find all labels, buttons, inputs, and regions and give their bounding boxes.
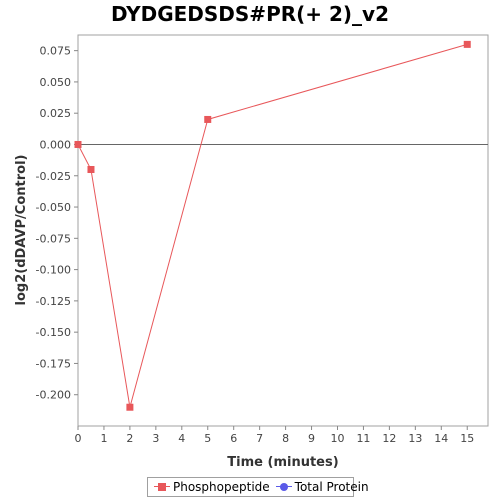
data-point xyxy=(87,166,95,174)
y-tick-label: -0.200 xyxy=(36,389,71,402)
y-tick-label: -0.075 xyxy=(36,232,71,245)
y-tick-label: -0.050 xyxy=(36,201,71,214)
x-axis-label: Time (minutes) xyxy=(227,455,338,470)
x-tick-label: 0 xyxy=(75,432,82,445)
x-tick-label: 12 xyxy=(382,432,396,445)
data-point xyxy=(126,403,134,411)
x-tick-label: 4 xyxy=(178,432,185,445)
x-tick-label: 9 xyxy=(308,432,315,445)
x-tick-label: 14 xyxy=(434,432,448,445)
legend: Phosphopeptide Total Protein xyxy=(147,477,369,497)
x-tick-label: 13 xyxy=(408,432,422,445)
x-tick-label: 5 xyxy=(204,432,211,445)
data-point xyxy=(74,140,82,148)
x-tick-label: 11 xyxy=(356,432,370,445)
y-tick-label: 0.050 xyxy=(40,76,72,89)
legend-item-total-protein: Total Protein xyxy=(275,480,369,494)
chart-title: DYDGEDSDS#PR(+ 2)_v2 xyxy=(110,2,389,26)
x-tick-label: 3 xyxy=(152,432,159,445)
plot-area xyxy=(77,34,489,427)
y-tick-label: -0.025 xyxy=(36,170,71,183)
y-tick-label: -0.125 xyxy=(36,295,71,308)
x-tick-label: 15 xyxy=(460,432,474,445)
circle-marker-icon xyxy=(275,482,292,492)
legend-item-phosphopeptide: Phosphopeptide xyxy=(154,480,270,494)
y-axis-label: log2(dDAVP/Control) xyxy=(14,155,29,306)
legend-label-phosphopeptide: Phosphopeptide xyxy=(173,480,270,494)
square-marker-icon xyxy=(154,482,170,492)
y-tick-label: -0.150 xyxy=(36,326,71,339)
x-tick-label: 2 xyxy=(126,432,133,445)
x-tick-label: 10 xyxy=(330,432,344,445)
x-tick-label: 8 xyxy=(282,432,289,445)
legend-label-total-protein: Total Protein xyxy=(294,480,369,494)
y-tick-label: 0.075 xyxy=(40,45,72,58)
x-tick-label: 7 xyxy=(256,432,263,445)
y-tick-label: 0.000 xyxy=(40,138,72,151)
y-tick-label: 0.025 xyxy=(40,107,72,120)
data-point xyxy=(463,40,471,48)
x-tick-label: 6 xyxy=(230,432,237,445)
y-tick-label: -0.175 xyxy=(36,357,71,370)
x-tick-label: 1 xyxy=(100,432,107,445)
y-tick-label: -0.100 xyxy=(36,264,71,277)
data-point xyxy=(204,115,212,123)
